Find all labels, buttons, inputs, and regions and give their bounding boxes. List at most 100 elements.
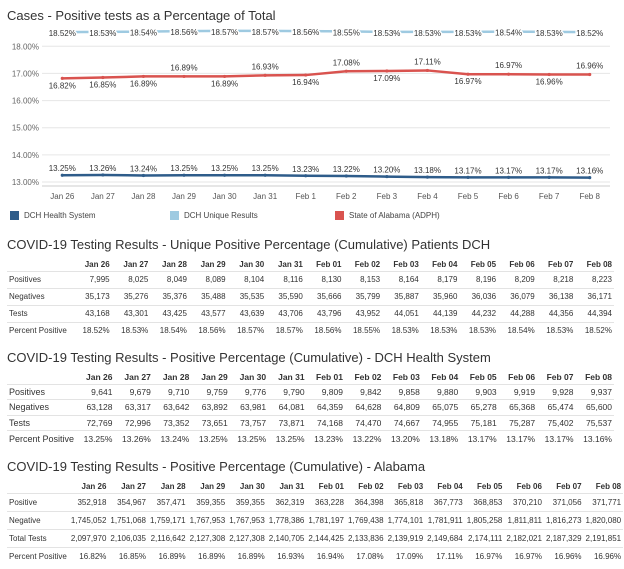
table-cell: 8,179 <box>420 270 460 288</box>
table-row: Percent Positive 18.52% 18.53% 18.54% 18.56%… <box>7 321 614 339</box>
column-header: Feb 03 <box>393 259 419 269</box>
table-cell: 35,173 <box>73 287 112 305</box>
data-label: 16.85% <box>89 81 116 90</box>
table-cell: 8,153 <box>343 270 383 288</box>
table-cell: 371,771 <box>583 492 624 511</box>
header-corner <box>7 258 73 271</box>
table-cell: 16.89% <box>187 546 228 565</box>
x-tick-label: Jan 29 <box>172 192 197 201</box>
column-header: Feb 04 <box>431 372 459 383</box>
table-cell: 35,666 <box>304 287 344 305</box>
column-header: Jan 28 <box>162 259 187 269</box>
table-cell: 16.89% <box>227 546 267 565</box>
table-cell: 35,535 <box>227 287 267 305</box>
row-label: Negatives <box>7 399 77 415</box>
table-row: Negative 1,745,052 1,751,068 1,759,171 1,767… <box>7 510 624 529</box>
data-label: 18.53% <box>536 29 563 38</box>
column-header: Jan 30 <box>239 481 265 491</box>
table-cell: 17.08% <box>345 546 386 565</box>
x-tick-label: Feb 1 <box>295 192 316 201</box>
table-cell: 35,376 <box>150 287 189 305</box>
column-header: Jan 27 <box>123 259 149 269</box>
table-cell: 9,790 <box>268 383 307 400</box>
x-tick-label: Feb 6 <box>498 192 519 201</box>
table-cell: 1,781,197 <box>306 510 346 529</box>
table-cell: 64,809 <box>383 399 422 415</box>
column-header: Feb 03 <box>392 372 420 383</box>
table-cell: 16.96% <box>543 546 584 565</box>
column-header: Jan 31 <box>277 259 303 269</box>
table-cell: 371,056 <box>543 492 584 511</box>
table-cell: 2,127,308 <box>187 528 228 547</box>
data-point <box>60 30 64 34</box>
table-cell: 1,759,171 <box>148 510 188 529</box>
table-cell: 9,759 <box>191 383 230 400</box>
table-cell: 63,981 <box>229 399 269 415</box>
table-cell: 44,356 <box>536 304 576 322</box>
table-cell: 44,051 <box>382 304 421 322</box>
table-cell: 74,470 <box>344 414 384 431</box>
table-cell: 8,223 <box>575 270 614 288</box>
table-header-row: Jan 26 Jan 27 Jan 28 Jan 29 Jan 30 Jan 31 Feb … <box>7 371 614 384</box>
table-row: Tests 72,769 72,996 73,352 73,651 73,757 73,87… <box>7 414 614 431</box>
data-point <box>222 74 227 79</box>
table-cell: 2,139,919 <box>385 528 426 547</box>
table-cell: 74,168 <box>306 414 345 431</box>
table-cell: 43,639 <box>227 304 267 322</box>
table-cell: 1,767,953 <box>187 510 228 529</box>
data-point <box>506 30 511 34</box>
row-label: Negative <box>7 510 69 529</box>
table-cell: 370,210 <box>504 492 544 511</box>
table-cell: 43,301 <box>111 304 151 322</box>
legend-item-dch-unique-results[interactable]: DCH Unique Results <box>170 211 258 220</box>
data-point <box>466 72 470 76</box>
table-cell: 9,937 <box>575 383 614 400</box>
column-header: Feb 08 <box>595 481 622 491</box>
y-tick-label: 13.00% <box>12 178 39 187</box>
table-cell: 43,796 <box>304 304 344 322</box>
table-title-alabama: COVID-19 Testing Results - Positive Perc… <box>7 459 426 474</box>
table-cell: 2,116,642 <box>148 528 188 547</box>
row-label: Positives <box>7 270 73 288</box>
table-cell: 8,116 <box>266 270 305 288</box>
column-header: Feb 02 <box>354 372 382 383</box>
column-header: Feb 07 <box>546 372 574 383</box>
table-cell: 2,149,684 <box>425 528 465 547</box>
x-tick-label: Jan 28 <box>131 192 156 201</box>
data-label: 18.57% <box>252 28 279 37</box>
table-cell: 18.52% <box>73 321 112 339</box>
data-point <box>101 173 105 177</box>
series-line <box>62 29 590 34</box>
table-cell: 8,218 <box>536 270 576 288</box>
y-tick-label: 14.00% <box>12 151 39 160</box>
table-cell: 1,767,953 <box>227 510 267 529</box>
table-cell: 43,577 <box>188 304 228 322</box>
data-label: 18.54% <box>130 29 157 38</box>
table-cell: 72,996 <box>114 414 153 431</box>
table-cell: 2,097,970 <box>68 528 109 547</box>
series-line <box>62 69 590 80</box>
table-cell: 9,776 <box>229 383 269 400</box>
table-cell: 9,880 <box>421 383 461 400</box>
data-label: 18.54% <box>495 29 522 38</box>
column-header: Feb 07 <box>547 259 574 269</box>
table-alabama: Jan 26 Jan 27 Jan 28 Jan 29 Jan 30 Jan 31 Feb … <box>7 480 624 565</box>
table-cell: 1,774,101 <box>385 510 426 529</box>
table-cell: 13.17% <box>460 430 499 446</box>
column-header: Jan 27 <box>121 481 146 491</box>
legend-item-state-of-alabama[interactable]: State of Alabama (ADPH) <box>335 211 440 220</box>
legend-item-dch-health-system[interactable]: DCH Health System <box>10 211 96 220</box>
data-point <box>222 173 227 177</box>
data-point <box>385 69 389 73</box>
table-cell: 1,745,052 <box>68 510 109 529</box>
data-point <box>506 175 511 179</box>
data-point <box>60 173 64 177</box>
table-cell: 44,394 <box>575 304 614 322</box>
table-cell: 75,287 <box>498 414 538 431</box>
data-point <box>425 175 430 179</box>
table-cell: 368,853 <box>464 492 505 511</box>
data-label: 13.24% <box>130 164 157 173</box>
row-label: Positive <box>7 492 69 511</box>
column-header: Feb 06 <box>508 372 536 383</box>
data-label: 18.56% <box>170 28 197 37</box>
